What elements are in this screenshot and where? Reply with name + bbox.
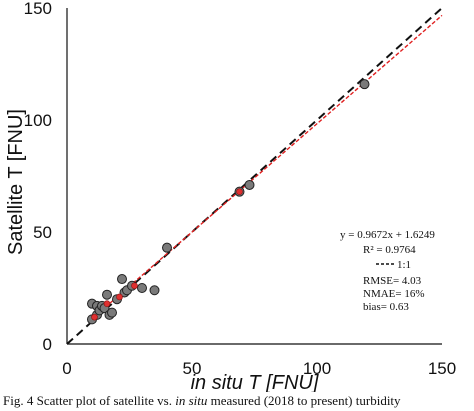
- y-tick-label: 100: [24, 111, 52, 130]
- data-point: [244, 179, 255, 190]
- r-squared-label: R² = 0.9764: [363, 244, 416, 256]
- y-tick-label: 0: [43, 335, 52, 354]
- x-axis-title: in situ T [FNU]: [191, 372, 319, 392]
- figure-caption: Fig. 4 Scatter plot of satellite vs. in …: [3, 393, 473, 409]
- data-point: [137, 283, 147, 293]
- statistics-box: y = 0.9672x + 1.6249 R² = 0.9764 1:1 RMSE= …: [340, 229, 435, 313]
- data-points: [87, 79, 370, 325]
- one-to-one-legend-label: 1:1: [397, 259, 411, 271]
- rmse-label: RMSE= 4.03: [363, 275, 422, 287]
- highlighted-point: [131, 282, 138, 290]
- data-point: [102, 289, 112, 300]
- data-point: [149, 285, 160, 296]
- scatter-chart: 0 50 100 150 0 50 100 150 y = 0.9672x + 1.6249…: [5, 0, 456, 392]
- x-tick-label: 150: [428, 359, 456, 378]
- highlighted-point: [103, 300, 111, 307]
- axes: [66, 8, 442, 345]
- data-point: [359, 79, 370, 90]
- regression-line: [91, 14, 443, 320]
- data-point: [162, 242, 172, 253]
- fit-equation-label: y = 0.9672x + 1.6249: [340, 229, 435, 241]
- bias-label: bias= 0.63: [363, 301, 409, 313]
- caption-part-3: measured (2018 to present) turbidity: [210, 393, 401, 408]
- y-axis-title: Satellite T [FNU]: [5, 109, 27, 255]
- data-point: [107, 307, 117, 318]
- x-tick-label: 100: [303, 359, 331, 378]
- caption-part-2: in situ: [175, 393, 208, 408]
- data-point: [117, 274, 127, 285]
- x-tick-label: 50: [183, 359, 202, 378]
- x-tick-labels: 0 50 100 150: [62, 359, 456, 378]
- highlighted-point: [236, 188, 243, 195]
- y-tick-label: 150: [24, 0, 52, 18]
- regression-fit-line: [91, 14, 443, 320]
- caption-part-1: Fig. 4 Scatter plot of satellite vs.: [3, 393, 172, 408]
- highlighted-point: [116, 293, 123, 301]
- nmae-label: NMAE= 16%: [363, 288, 425, 300]
- highlighted-point: [91, 313, 98, 321]
- y-tick-labels: 0 50 100 150: [24, 0, 52, 354]
- y-tick-label: 50: [33, 223, 52, 242]
- x-tick-label: 0: [62, 359, 71, 378]
